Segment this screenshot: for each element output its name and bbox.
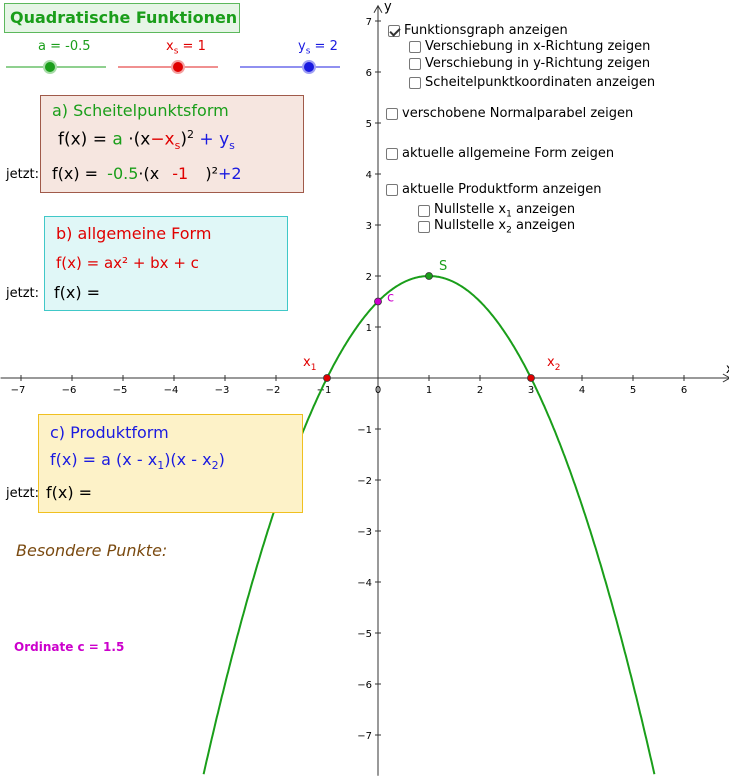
y-tick-label: −5 [357,629,372,640]
panel-c-formula: f(x) = a (x - x1)(x - x2) [50,450,225,473]
slider-xs-handle[interactable] [171,60,185,74]
y-tick-label: −3 [357,527,372,538]
point-x2 [527,374,535,382]
checkbox-icon[interactable] [386,183,398,196]
panel-b-jetzt: jetzt: [6,286,40,301]
checkbox-verschiebung-x[interactable]: Verschiebung in x-Richtung zeigen [409,39,650,54]
point-label-c: c [387,291,394,306]
ordinate-label: Ordinate c = 1.5 [14,640,125,654]
checkbox-verschiebung-y[interactable]: Verschiebung in y-Richtung zeigen [409,56,650,71]
x-tick-label: 6 [681,385,687,396]
point-S [425,272,433,280]
x-tick-label: 0 [375,385,381,396]
panel-a-formula: f(x) = a ·(x−xs)2 + ys [58,128,235,153]
x-tick-label: −6 [62,385,77,396]
point-label-x1: x1 [303,355,316,373]
x-tick-label: 2 [477,385,483,396]
y-tick-label: 7 [366,17,372,28]
checkbox-icon[interactable] [409,76,421,89]
checkbox-nullstelle-x2[interactable]: Nullstelle x2 anzeigen [418,218,575,236]
besondere-punkte-heading: Besondere Punkte: [16,541,168,560]
y-axis-label: y [384,0,392,15]
checkbox-normalparabel[interactable]: verschobene Normalparabel zeigen [386,106,633,121]
slider-ys-label: ys = 2 [298,39,338,57]
checkbox-icon[interactable] [418,220,430,233]
slider-a-handle[interactable] [43,60,57,74]
x-axis-arrow-icon [722,373,729,383]
slider-xs-label: xs = 1 [166,39,206,57]
panel-b-formula: f(x) = ax² + bx + c [56,254,199,272]
panel-scheitelpunktsform [40,95,304,193]
panel-a-heading: a) Scheitelpunktsform [52,101,229,120]
app-title: Quadratische Funktionen [4,3,240,33]
y-tick-label: 5 [366,119,372,130]
y-tick-label: 4 [366,170,372,181]
y-tick-label: −6 [357,680,372,691]
x-tick-label: 4 [579,385,585,396]
panel-c-jetzt: jetzt: [6,486,40,501]
x-axis-label: x [726,362,729,377]
panel-allgemeine-form [44,216,288,311]
checkbox-scheitelpunktkoordinaten[interactable]: Scheitelpunktkoordinaten anzeigen [409,75,655,90]
x-tick-label: −3 [215,385,230,396]
checkbox-icon[interactable] [409,40,421,53]
slider-ys-handle[interactable] [302,60,316,74]
x-tick-label: −1 [317,385,332,396]
checkbox-icon[interactable] [386,107,398,120]
x-tick-label: −2 [266,385,281,396]
x-tick-label: −7 [11,385,26,396]
y-axis-arrow-icon [373,4,383,13]
slider-ys-track[interactable] [240,66,340,68]
y-tick-label: −1 [357,425,372,436]
checkbox-icon[interactable] [388,24,400,37]
checkbox-produktform[interactable]: aktuelle Produktform anzeigen [386,182,602,197]
point-label-x2: x2 [547,355,560,373]
y-tick-label: −4 [357,578,372,589]
point-c [374,297,382,306]
x-tick-label: −4 [164,385,179,396]
y-tick-label: −7 [357,731,372,742]
panel-c-current: f(x) = [46,483,93,502]
checkbox-nullstelle-x1[interactable]: Nullstelle x1 anzeigen [418,202,575,220]
point-x1 [323,374,331,382]
panel-a-jetzt: jetzt: [6,167,40,182]
x-tick-label: 5 [630,385,636,396]
panel-c-heading: c) Produktform [50,423,169,442]
x-tick-label: −5 [113,385,128,396]
slider-xs-track[interactable] [118,66,218,68]
panel-produktform [38,414,303,513]
panel-a-current: f(x) = -0.5·(x -1 )²+2 [52,164,242,183]
y-tick-label: 6 [366,68,372,79]
y-tick-label: 3 [366,221,372,232]
point-label-S: S [439,259,447,274]
checkbox-icon[interactable] [418,204,430,217]
checkbox-icon[interactable] [409,57,421,70]
y-tick-label: −2 [357,476,372,487]
slider-a-label: a = -0.5 [38,39,91,54]
panel-b-current: f(x) = [54,283,101,302]
panel-b-heading: b) allgemeine Form [56,224,212,243]
checkbox-funktionsgraph[interactable]: Funktionsgraph anzeigen [388,23,568,38]
checkbox-icon[interactable] [386,147,398,160]
x-tick-label: 1 [426,385,432,396]
parabola-curve [202,275,656,775]
y-tick-label: 1 [366,323,372,334]
checkbox-allgemeine-form[interactable]: aktuelle allgemeine Form zeigen [386,146,614,161]
x-tick-label: 3 [528,385,534,396]
y-tick-label: 2 [366,272,372,283]
